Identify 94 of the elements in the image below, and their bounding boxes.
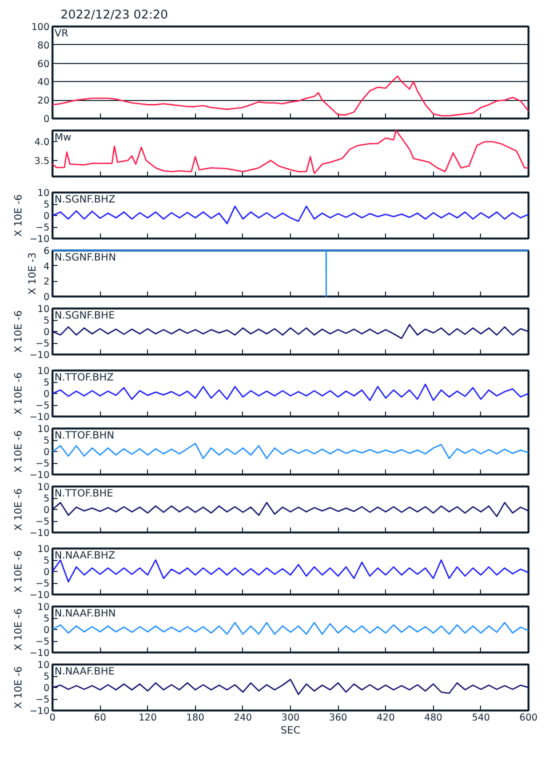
y-axis-title: X 10E -6: [13, 430, 24, 473]
y-tick-label: −10: [29, 350, 50, 361]
x-tick-label: 120: [138, 712, 157, 724]
y-axis-title: X 10E -3: [27, 252, 38, 295]
x-tick-label: 360: [329, 712, 348, 724]
y-tick-label: 10: [37, 544, 50, 555]
line-series: [52, 502, 530, 518]
y-tick-label: 4: [43, 261, 50, 272]
line-series: [52, 130, 530, 174]
y-tick-label: 0: [43, 567, 50, 578]
y-tick-label: 60: [37, 58, 50, 70]
y-tick-label: 2: [43, 276, 50, 288]
chart-title: N.TTOF.BHE: [54, 488, 114, 500]
y-tick-label: 10: [37, 424, 50, 435]
y-tick-label: −5: [35, 516, 50, 528]
y-tick-label: 5: [43, 556, 50, 566]
y-tick-label: 0: [43, 505, 50, 516]
line-series: [52, 324, 530, 340]
y-tick-label: −10: [29, 412, 50, 423]
y-tick-label: 0: [43, 447, 50, 458]
line-series: [52, 76, 530, 116]
y-axis-title: X 10E -6: [13, 194, 24, 237]
y-tick-label: −10: [29, 706, 50, 717]
y-axis-title: X 10E -6: [13, 488, 24, 531]
y-tick-label: 80: [37, 40, 50, 52]
chart-title: N.SGNF.BHN: [54, 252, 116, 264]
y-tick-label: 5: [43, 316, 50, 326]
y-tick-label: 4.0: [34, 137, 50, 148]
y-tick-label: −5: [35, 400, 50, 412]
y-tick-label: 5: [43, 672, 50, 682]
chart-title: N.TTOF.BHZ: [54, 372, 114, 384]
x-tick-label: 420: [376, 712, 395, 724]
line-series: [52, 559, 530, 582]
y-tick-label: −5: [35, 222, 50, 234]
y-tick-label: 5: [43, 436, 50, 446]
y-axis-title: X 10E -6: [13, 666, 24, 709]
x-axis-title: SEC: [280, 726, 300, 736]
y-tick-label: 10: [37, 602, 50, 613]
line-series: [52, 206, 530, 224]
y-tick-label: 0: [43, 292, 50, 303]
y-axis-title: X 10E -6: [13, 310, 24, 353]
y-tick-label: 10: [37, 304, 50, 315]
y-axis-title: X 10E -6: [13, 550, 24, 593]
y-tick-label: −10: [29, 528, 50, 539]
x-tick-label: 540: [472, 712, 490, 724]
y-tick-label: 100: [31, 22, 50, 33]
y-tick-label: 10: [37, 188, 50, 199]
x-tick-label: 480: [424, 712, 442, 724]
y-tick-label: −5: [35, 338, 50, 350]
y-tick-label: −5: [35, 636, 50, 648]
y-tick-label: 5: [43, 378, 50, 388]
chart-title: N.SGNF.BHE: [54, 310, 115, 322]
y-tick-label: 10: [37, 660, 50, 671]
line-series: [52, 442, 530, 460]
y-axis-title: X 10E -6: [13, 608, 24, 651]
y-tick-label: −10: [29, 648, 50, 659]
y-tick-label: 0: [43, 683, 50, 694]
y-tick-label: 3.5: [34, 156, 50, 167]
y-axis-title: X 10E -6: [13, 372, 24, 415]
y-tick-label: 5: [43, 614, 50, 624]
chart-title: N.NAAF.BHN: [54, 608, 116, 620]
line-series: [52, 678, 530, 696]
chart-title: N.TTOF.BHN: [54, 430, 114, 442]
chart-title: N.SGNF.BHZ: [54, 194, 116, 206]
y-tick-label: 40: [37, 77, 50, 88]
y-tick-label: 0: [43, 389, 50, 400]
chart-title: VR: [54, 28, 68, 40]
y-tick-label: −5: [35, 694, 50, 706]
y-tick-label: 6: [43, 246, 50, 257]
chart-title: N.NAAF.BHZ: [54, 550, 116, 562]
x-tick-label: 300: [281, 712, 300, 724]
y-tick-label: −10: [29, 234, 50, 245]
y-tick-label: −5: [35, 458, 50, 470]
text: 2022/12/23 02:20: [60, 8, 168, 22]
line-series: [52, 384, 530, 402]
y-tick-label: 0: [43, 211, 50, 222]
x-tick-label: 180: [186, 712, 204, 724]
y-tick-label: −5: [35, 578, 50, 590]
y-tick-label: 5: [43, 494, 50, 504]
y-tick-label: 0: [43, 114, 50, 125]
y-tick-label: −10: [29, 590, 50, 601]
x-tick-label: 60: [94, 712, 106, 724]
y-tick-label: 10: [37, 482, 50, 493]
x-tick-label: 240: [234, 712, 252, 724]
y-tick-label: −10: [29, 470, 50, 481]
y-tick-label: 20: [37, 96, 50, 107]
y-tick-label: 0: [43, 327, 50, 338]
chart-title: Mw: [54, 132, 72, 144]
y-tick-label: 0: [43, 625, 50, 636]
y-tick-label: 10: [37, 366, 50, 377]
line-series: [52, 622, 530, 635]
chart-title: N.NAAF.BHE: [54, 666, 115, 678]
y-tick-label: 5: [43, 200, 50, 210]
x-tick-label: 600: [519, 712, 538, 724]
